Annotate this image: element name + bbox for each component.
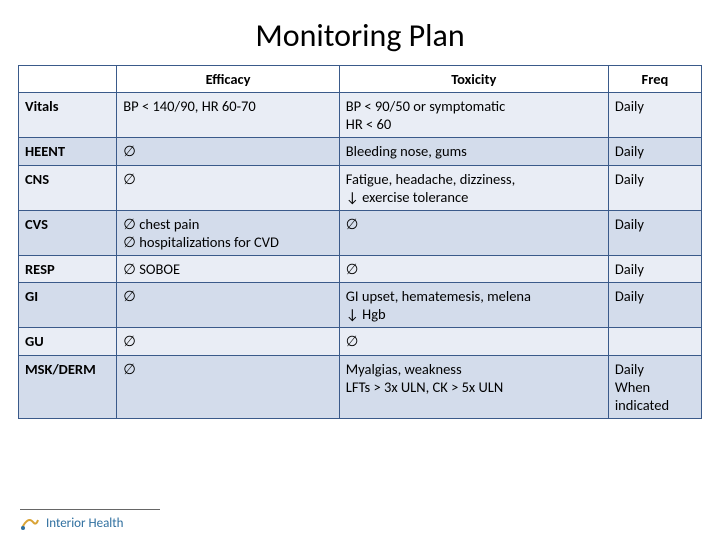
cell-toxicity: ∅ xyxy=(339,256,608,283)
cell-freq: Daily xyxy=(608,93,701,138)
cell-efficacy: ∅ xyxy=(117,165,339,210)
brand-mark-icon xyxy=(20,514,40,532)
row-label: MSK/DERM xyxy=(19,355,117,418)
table-row: HEENT ∅ Bleeding nose, gums Daily xyxy=(19,138,702,165)
cell-efficacy: ∅ xyxy=(117,355,339,418)
table-row: MSK/DERM ∅ Myalgias, weaknessLFTs > 3x U… xyxy=(19,355,702,418)
col-header-system xyxy=(19,66,117,93)
table-row: GU ∅ ∅ xyxy=(19,328,702,355)
col-header-efficacy: Efficacy xyxy=(117,66,339,93)
cell-toxicity: ∅ xyxy=(339,210,608,255)
cell-efficacy: BP < 140/90, HR 60-70 xyxy=(117,93,339,138)
col-header-freq: Freq xyxy=(608,66,701,93)
cell-efficacy: ∅ SOBOE xyxy=(117,256,339,283)
cell-freq xyxy=(608,328,701,355)
cell-toxicity: BP < 90/50 or symptomaticHR < 60 xyxy=(339,93,608,138)
row-label: GU xyxy=(19,328,117,355)
cell-freq: Daily xyxy=(608,283,701,328)
col-header-toxicity: Toxicity xyxy=(339,66,608,93)
cell-toxicity: ∅ xyxy=(339,328,608,355)
row-label: Vitals xyxy=(19,93,117,138)
footer-rule-wrap: Interior Health xyxy=(20,509,160,532)
slide: Monitoring Plan Efficacy Toxicity Freq V… xyxy=(0,0,720,540)
cell-freq: Daily xyxy=(608,210,701,255)
row-label: RESP xyxy=(19,256,117,283)
cell-toxicity: Fatigue, headache, dizziness,↓ exercise … xyxy=(339,165,608,210)
cell-toxicity: Bleeding nose, gums xyxy=(339,138,608,165)
table-row: Vitals BP < 140/90, HR 60-70 BP < 90/50 … xyxy=(19,93,702,138)
table-body: Vitals BP < 140/90, HR 60-70 BP < 90/50 … xyxy=(19,93,702,419)
cell-freq: Daily xyxy=(608,138,701,165)
cell-freq: DailyWhen indicated xyxy=(608,355,701,418)
footer-rule xyxy=(20,509,160,510)
row-label: CVS xyxy=(19,210,117,255)
table-row: CNS ∅ Fatigue, headache, dizziness,↓ exe… xyxy=(19,165,702,210)
brand-logo: Interior Health xyxy=(20,514,160,532)
table-row: GI ∅ GI upset, hematemesis, melena↓ Hgb … xyxy=(19,283,702,328)
row-label: GI xyxy=(19,283,117,328)
table-row: CVS ∅ chest pain∅ hospitalizations for C… xyxy=(19,210,702,255)
cell-toxicity: Myalgias, weaknessLFTs > 3x ULN, CK > 5x… xyxy=(339,355,608,418)
cell-efficacy: ∅ xyxy=(117,328,339,355)
row-label: CNS xyxy=(19,165,117,210)
monitoring-table: Efficacy Toxicity Freq Vitals BP < 140/9… xyxy=(18,65,702,419)
footer: Interior Health xyxy=(18,503,702,532)
table-header-row: Efficacy Toxicity Freq xyxy=(19,66,702,93)
row-label: HEENT xyxy=(19,138,117,165)
cell-efficacy: ∅ xyxy=(117,138,339,165)
cell-freq: Daily xyxy=(608,165,701,210)
page-title: Monitoring Plan xyxy=(18,16,702,55)
brand-text: Interior Health xyxy=(46,516,123,531)
cell-toxicity: GI upset, hematemesis, melena↓ Hgb xyxy=(339,283,608,328)
cell-efficacy: ∅ chest pain∅ hospitalizations for CVD xyxy=(117,210,339,255)
cell-efficacy: ∅ xyxy=(117,283,339,328)
cell-freq: Daily xyxy=(608,256,701,283)
table-row: RESP ∅ SOBOE ∅ Daily xyxy=(19,256,702,283)
